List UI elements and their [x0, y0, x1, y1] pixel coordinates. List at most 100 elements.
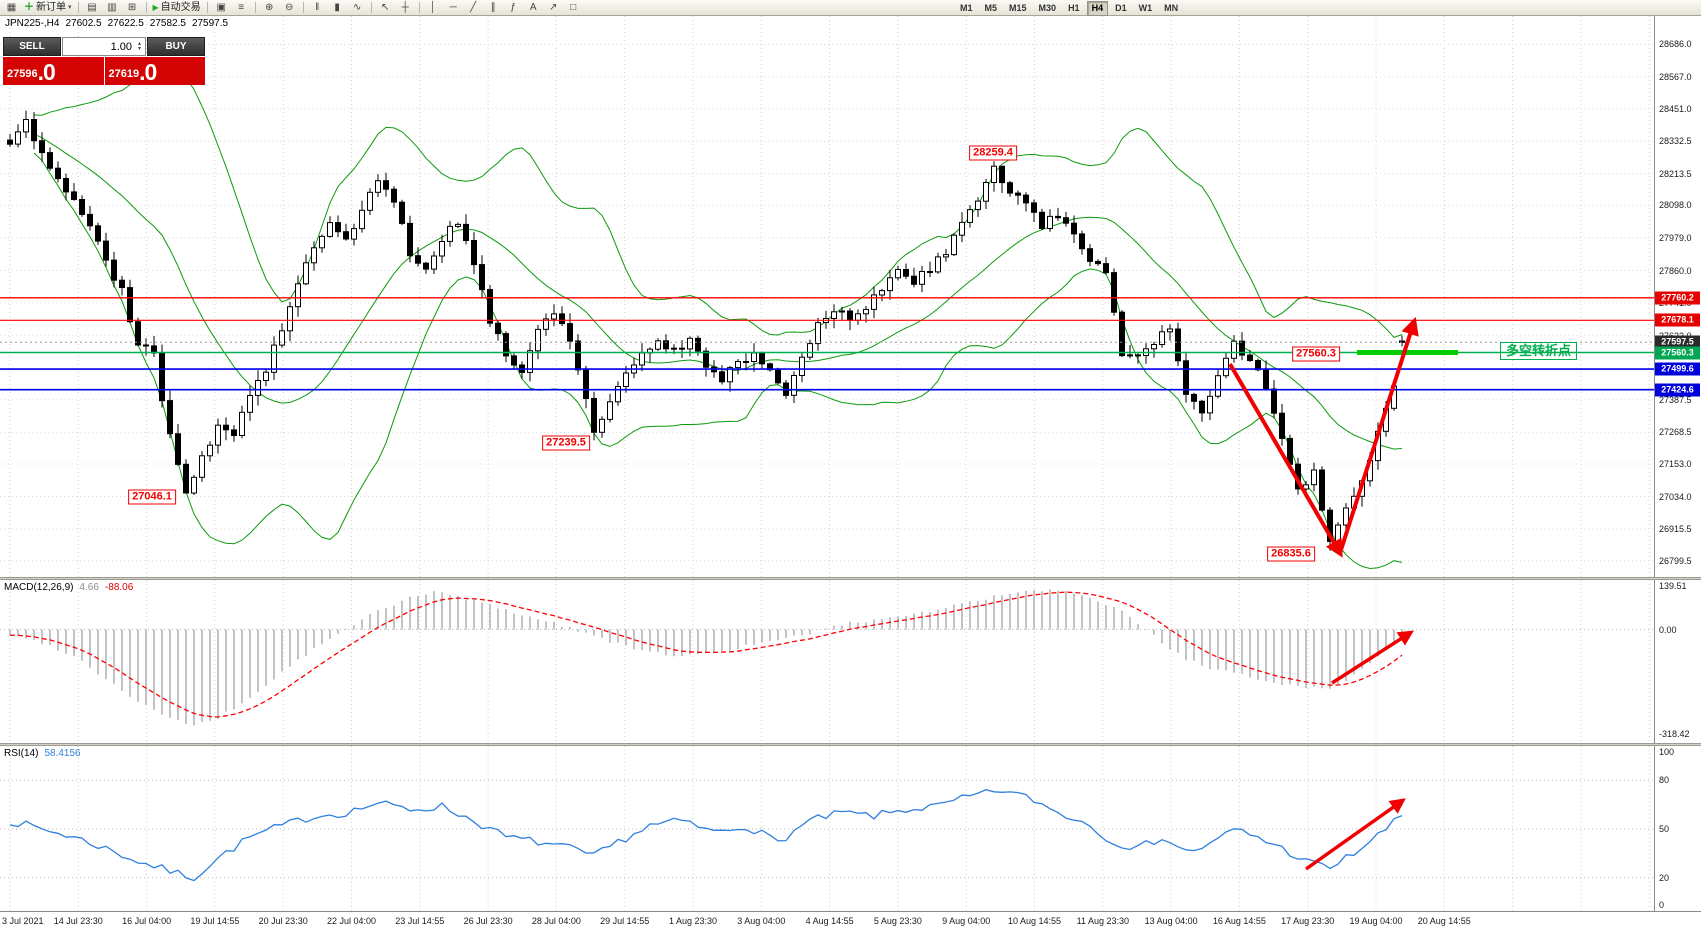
macd-canvas[interactable] — [0, 580, 1655, 743]
time-label: 26 Jul 23:30 — [463, 916, 513, 926]
time-axis[interactable]: 3 Jul 2021 14 Jul 23:30 16 Jul 04:00 19 Jul… — [0, 911, 1701, 933]
new-chart-icon[interactable]: ▣ — [216, 2, 226, 13]
rsi-panel[interactable]: RSI(14) 58.4156 100 80 50 20 0 — [0, 746, 1701, 911]
price-tag: 27560.3 — [1655, 346, 1700, 360]
price-axis-label: 28332.5 — [1659, 136, 1692, 147]
spinner-up-icon[interactable]: ▴ — [137, 40, 141, 47]
timeframe-m1[interactable]: M1 — [960, 3, 973, 13]
macd-axis[interactable]: 139.51 0.00 -318.42 — [1654, 580, 1701, 743]
cursor-icon[interactable]: ↖ — [380, 2, 390, 13]
profiles-icon[interactable]: ▥ — [107, 2, 117, 13]
main-chart-canvas[interactable] — [0, 16, 1655, 577]
bar-chart-icon[interactable]: ‖ — [315, 2, 320, 13]
time-label: 3 Aug 04:00 — [737, 916, 786, 926]
time-label: 1 Aug 23:30 — [668, 916, 718, 926]
price-label-annotation[interactable]: 27046.1 — [128, 489, 176, 505]
toolbar-separator — [370, 2, 372, 13]
price-tag: 27760.2 — [1655, 291, 1700, 305]
timeframe-m30[interactable]: M30 — [1038, 3, 1057, 13]
macd-value: 4.66 — [79, 582, 99, 593]
time-label: 14 Jul 23:30 — [53, 916, 103, 926]
time-label: 19 Aug 04:00 — [1349, 916, 1403, 926]
zoom-out-icon[interactable]: ⊖ — [284, 2, 294, 13]
rsi-label: RSI(14) 58.4156 — [4, 748, 87, 759]
price-label-annotation[interactable]: 27239.5 — [542, 435, 590, 451]
price-axis-label: 28213.5 — [1659, 168, 1692, 179]
symbol-title: JPN225-,H4 — [5, 18, 60, 29]
timeframe-mn[interactable]: MN — [1164, 3, 1179, 13]
price-axis[interactable]: 28686.0 28567.0 28451.0 28332.5 28213.5 28098… — [1654, 16, 1701, 577]
timeframe-d1[interactable]: D1 — [1115, 3, 1127, 13]
price-tag: 27678.1 — [1655, 313, 1700, 327]
time-label: 29 Jul 14:55 — [600, 916, 650, 926]
price-label-annotation[interactable]: 28259.4 — [969, 145, 1017, 161]
macd-signal-value: -88.06 — [104, 582, 134, 593]
play-icon: ▶ — [152, 3, 159, 12]
fibonacci-icon[interactable]: ƒ — [510, 2, 516, 13]
price-tag: 27499.6 — [1655, 362, 1700, 376]
rsi-name: RSI(14) — [4, 748, 39, 759]
plus-icon: ＋ — [24, 2, 34, 13]
arrow-tool-icon[interactable]: ↗ — [548, 2, 558, 13]
new-order-button[interactable]: ＋新订单 ▾ — [22, 1, 74, 15]
rsi-axis-label: 50 — [1659, 824, 1670, 834]
trendline-icon[interactable]: ╱ — [470, 2, 477, 13]
zoom-in-icon[interactable]: ⊕ — [264, 2, 274, 13]
time-label: 11 Aug 23:30 — [1076, 916, 1129, 926]
buy-button[interactable]: BUY — [147, 37, 205, 56]
price-axis-label: 28686.0 — [1659, 39, 1692, 50]
timeframe-h1[interactable]: H1 — [1068, 3, 1080, 13]
autotrading-button[interactable]: ▶ 自动交易 — [151, 1, 203, 15]
charts-icon[interactable]: ▤ — [87, 2, 97, 13]
price-axis-label: 26915.5 — [1659, 523, 1692, 534]
main-chart-panel[interactable]: JPN225-,H4 27602.5 27622.5 27582.5 27597.5 S… — [0, 16, 1701, 577]
timeframe-h4[interactable]: H4 — [1086, 1, 1109, 16]
timeframe-m15[interactable]: M15 — [1009, 3, 1027, 13]
time-label: 20 Jul 23:30 — [258, 916, 308, 926]
macd-axis-label: 139.51 — [1659, 581, 1687, 591]
rsi-canvas[interactable] — [0, 746, 1655, 911]
timeframe-toolbar: M1 M5 M15 M30 H1 H4 D1 W1 MN — [955, 1, 1183, 16]
crosshair-icon[interactable]: ┼ — [401, 2, 409, 13]
sell-price-big: .0 — [37, 59, 56, 85]
candlestick-chart-icon[interactable]: ▮ — [334, 2, 340, 13]
price-axis-label: 26799.5 — [1659, 555, 1692, 566]
time-label: 10 Aug 14:55 — [1007, 916, 1062, 926]
price-axis-label: 27860.0 — [1659, 265, 1692, 276]
price-axis-label: 28098.0 — [1659, 200, 1692, 211]
line-chart-icon[interactable]: ∿ — [352, 2, 362, 13]
timeframe-w1[interactable]: W1 — [1138, 3, 1153, 13]
buy-price-main: 27619 — [108, 68, 140, 80]
channel-icon[interactable]: ∥ — [490, 2, 496, 13]
macd-axis-label: 0.00 — [1659, 624, 1677, 635]
horizontal-line-icon[interactable]: ─ — [449, 2, 457, 13]
chart-list-icon[interactable]: ≡ — [238, 2, 245, 13]
panel-splitter[interactable] — [0, 577, 1701, 580]
price-axis-label: 27153.0 — [1659, 458, 1692, 469]
volume-input[interactable] — [63, 40, 134, 53]
spinner-down-icon[interactable]: ▾ — [137, 45, 141, 52]
price-label-annotation[interactable]: 26835.6 — [1267, 546, 1315, 562]
toolbar-separator — [418, 2, 420, 13]
macd-panel[interactable]: MACD(12,26,9) 4.66 -88.06 139.51 0.00 -318.4… — [0, 580, 1701, 743]
rsi-axis[interactable]: 100 80 50 20 0 — [1654, 746, 1701, 911]
ohlc-high: 27622.5 — [107, 18, 144, 29]
chinese-annotation[interactable]: 多空转折点 — [1500, 342, 1578, 360]
tile-windows-icon[interactable]: ⊞ — [127, 2, 137, 13]
volume-spinner[interactable]: ▴ ▾ — [134, 40, 145, 52]
time-label: 5 Aug 23:30 — [873, 916, 922, 926]
shapes-icon[interactable]: □ — [570, 2, 577, 13]
price-axis-label: 28567.0 — [1659, 72, 1692, 83]
price-axis-label: 27268.5 — [1659, 427, 1692, 438]
text-tool-icon[interactable]: A — [529, 2, 537, 13]
vertical-line-icon[interactable]: │ — [430, 2, 437, 13]
price-label-annotation[interactable]: 27560.3 — [1292, 346, 1340, 362]
timeframe-m5[interactable]: M5 — [984, 3, 998, 13]
sell-button[interactable]: SELL — [3, 37, 61, 56]
panel-splitter[interactable] — [0, 743, 1701, 746]
rsi-axis-label: 0 — [1659, 900, 1665, 910]
sell-price-display[interactable]: 27596.0 — [3, 57, 104, 85]
chart-window-icon[interactable]: ▦ — [6, 2, 17, 13]
time-label: 3 Jul 2021 — [2, 916, 44, 926]
buy-price-display[interactable]: 27619.0 — [104, 57, 205, 85]
